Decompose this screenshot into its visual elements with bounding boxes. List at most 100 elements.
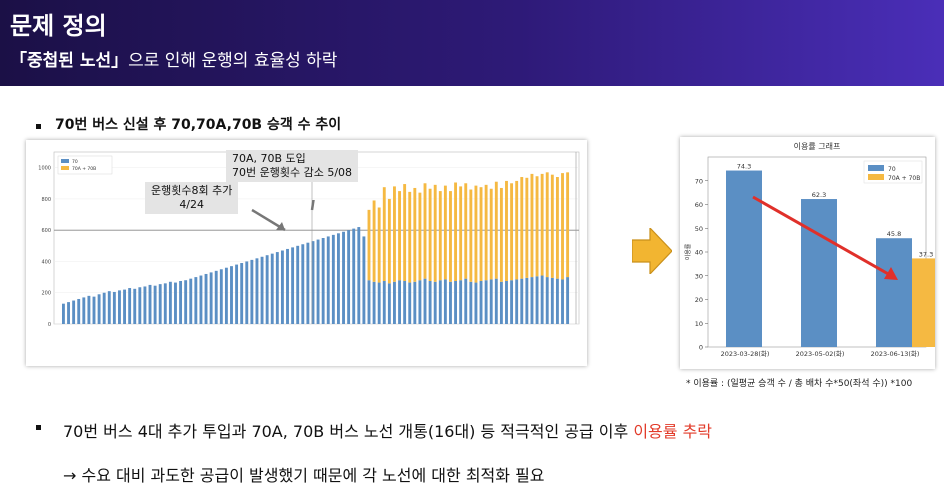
bar-70 <box>454 281 458 324</box>
bar-70 <box>240 263 244 324</box>
bar-70 <box>510 280 514 324</box>
annotation-2-line2: 70번 운행횟수 감소 5/08 <box>232 166 353 179</box>
bar-70 <box>311 241 315 324</box>
bar-70ab <box>499 187 503 282</box>
bar-70 <box>107 291 111 324</box>
bar-70 <box>214 270 218 324</box>
bar-70 <box>535 276 539 324</box>
bar-70 <box>408 282 412 324</box>
bar-70ab <box>545 172 549 278</box>
bar-70 <box>280 250 284 324</box>
y-tick-label: 0 <box>699 344 703 352</box>
bar-70 <box>550 277 554 324</box>
bullet-square-icon <box>36 124 41 129</box>
bar-70 <box>382 281 386 324</box>
bar-70 <box>102 292 106 324</box>
bar-70 <box>494 278 498 324</box>
footnote: * 이용률 : (일평균 승객 수 / 총 배차 수*50(좌석 수)) *10… <box>686 379 913 389</box>
trend-arrow-head-icon <box>884 267 898 280</box>
x-tick-label: 2023-03-28(화) <box>721 350 770 358</box>
bar-70ab <box>515 180 519 280</box>
bar-70ab <box>561 173 564 280</box>
bar-70 <box>545 277 549 324</box>
bar-70 <box>449 281 452 324</box>
bar-70 <box>459 280 463 324</box>
bar-70 <box>148 284 152 324</box>
bar-70 <box>726 170 762 347</box>
bar-70 <box>235 264 239 324</box>
utilization-chart-title: 이용률 그래프 <box>794 141 841 151</box>
bar-70 <box>479 281 483 324</box>
legend-label-70ab: 70A + 70B <box>888 175 920 182</box>
bar-70 <box>62 303 65 324</box>
annotation-1-line2: 4/24 <box>179 198 205 211</box>
bar-70 <box>347 230 351 324</box>
bar-70ab <box>540 173 544 276</box>
bar-70ab <box>387 198 391 284</box>
utilization-chart-svg: 이용률 그래프 0 10 20 30 40 50 60 70 이용률 74.3 2023-03-28(… <box>684 141 940 358</box>
bar-70 <box>138 287 142 324</box>
bar-70 <box>530 277 534 324</box>
bar-70 <box>484 280 488 324</box>
bar-70 <box>204 273 208 324</box>
bar-70 <box>413 281 417 324</box>
x-tick-label: 2023-05-02(화) <box>796 350 845 358</box>
bar-70 <box>67 302 70 324</box>
bar-70ab <box>535 176 539 277</box>
bar-70 <box>306 242 310 324</box>
bar-70 <box>209 272 213 324</box>
bar-70ab <box>912 258 940 347</box>
bar-value-label: 37.3 <box>919 250 933 258</box>
bar-70 <box>260 256 264 324</box>
bar-70 <box>331 234 335 324</box>
bar-70 <box>505 281 508 324</box>
bar-70ab <box>530 173 534 278</box>
bar-70ab <box>550 174 554 278</box>
bar-70ab <box>484 184 488 281</box>
bar-70 <box>184 280 188 324</box>
legend-swatch-70 <box>61 159 69 163</box>
trend-arrow-icon <box>752 195 891 277</box>
bar-70 <box>540 275 544 324</box>
bar-70 <box>230 266 233 324</box>
bar-70ab <box>454 182 458 281</box>
bar-70 <box>158 284 162 324</box>
bar-70 <box>245 261 249 324</box>
annotation-arrows <box>251 200 315 232</box>
bar-70 <box>163 283 167 324</box>
bar-70 <box>555 278 559 324</box>
legend-swatch-70ab <box>868 174 884 180</box>
bar-value-label: 62.3 <box>812 191 826 199</box>
bar-70 <box>352 228 356 324</box>
bar-70ab <box>510 183 514 281</box>
bar-70 <box>387 283 391 324</box>
bar-70 <box>194 277 198 324</box>
arrow-2-icon <box>310 200 315 211</box>
bar-70 <box>316 239 320 324</box>
bar-70 <box>143 286 147 324</box>
bar-70 <box>418 280 422 324</box>
bar-70ab <box>418 192 422 281</box>
bar-70 <box>270 253 274 324</box>
annotation-2-line1: 70A, 70B 도입 <box>232 152 306 165</box>
bar-70 <box>118 290 121 324</box>
subtitle-rest: 으로 인해 운행의 효율성 하락 <box>128 51 338 71</box>
y-tick-label: 1000 <box>38 166 51 172</box>
bar-70 <box>357 227 361 324</box>
bar-70ab <box>367 209 371 281</box>
y-tick-label: 400 <box>41 259 51 265</box>
bar-70 <box>515 279 519 324</box>
bar-70 <box>296 245 300 324</box>
conclusion-line2: → 수요 대비 과도한 공급이 발생했기 때문에 각 노선에 대한 최적화 필요 <box>63 466 545 485</box>
bar-70ab <box>464 183 468 279</box>
bar-70ab <box>474 185 478 283</box>
bar-70ab <box>398 191 401 281</box>
subtitle-bold: 「중첩된 노선」 <box>10 51 129 71</box>
conclusion-highlight: 이용률 추락 <box>633 422 713 441</box>
annotation-service-increase: 운행횟수8회 추가 4/24 <box>145 182 239 214</box>
bar-70 <box>255 258 259 324</box>
bar-70 <box>393 281 396 324</box>
bar-70 <box>377 282 381 324</box>
header-banner: 문제 정의 「중첩된 노선」으로 인해 운행의 효율성 하락 <box>0 0 944 86</box>
bar-70ab <box>382 187 386 281</box>
